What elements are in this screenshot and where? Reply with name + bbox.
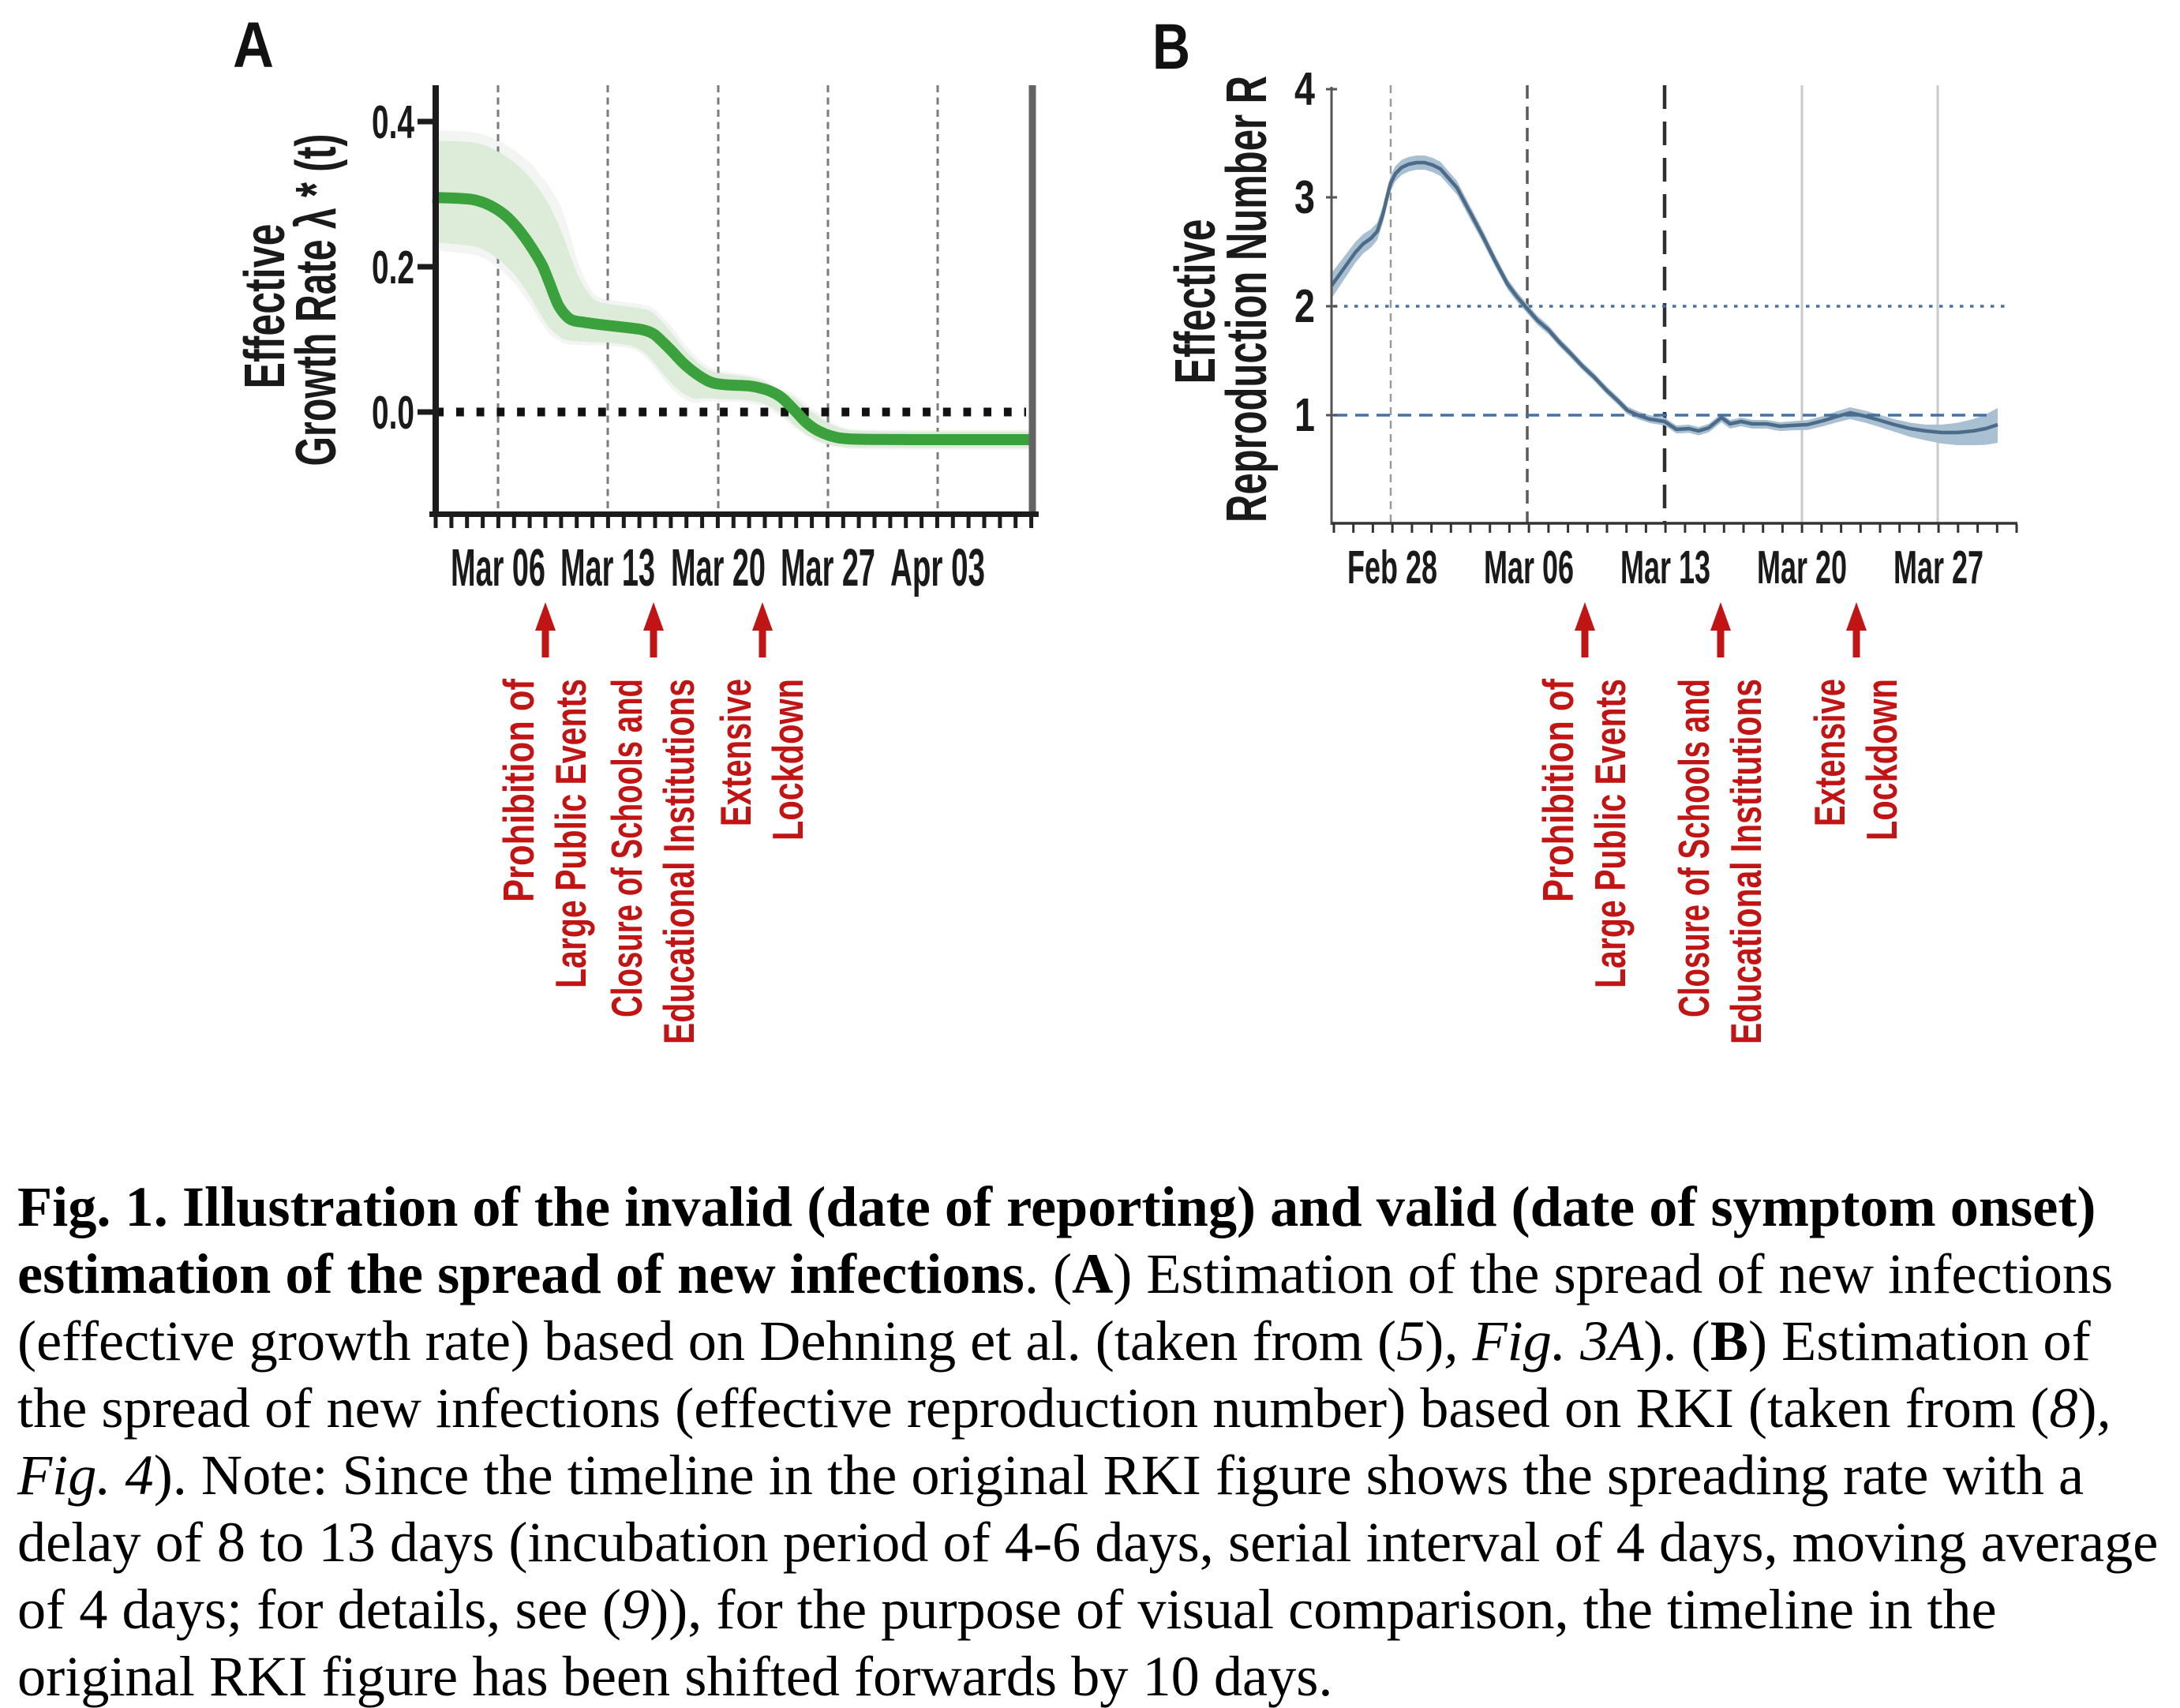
svg-text:Mar 27: Mar 27 — [781, 538, 875, 597]
svg-text:Prohibition of: Prohibition of — [494, 678, 543, 902]
svg-text:3: 3 — [1294, 171, 1315, 223]
svg-text:Lockdown: Lockdown — [763, 679, 812, 841]
svg-text:Large Public Events: Large Public Events — [546, 679, 595, 988]
svg-text:Extensive: Extensive — [1805, 679, 1854, 826]
svg-text:Educational Institutions: Educational Institutions — [654, 679, 703, 1044]
svg-text:Prohibition of: Prohibition of — [1534, 678, 1583, 902]
svg-text:A: A — [233, 9, 274, 81]
svg-text:0.4: 0.4 — [372, 96, 414, 148]
svg-text:Feb 28: Feb 28 — [1347, 541, 1437, 594]
svg-text:Mar 13: Mar 13 — [1620, 541, 1710, 594]
svg-text:Mar 20: Mar 20 — [1757, 541, 1847, 594]
svg-text:0.2: 0.2 — [372, 242, 414, 294]
svg-text:Mar 06: Mar 06 — [1484, 541, 1574, 594]
svg-text:Mar 20: Mar 20 — [671, 538, 766, 597]
svg-text:Extensive: Extensive — [711, 679, 760, 826]
svg-text:2: 2 — [1294, 280, 1315, 332]
svg-text:Effective: Effective — [234, 224, 297, 389]
svg-text:Mar 06: Mar 06 — [451, 538, 545, 597]
svg-text:B: B — [1152, 11, 1190, 83]
svg-text:Closure of Schools and: Closure of Schools and — [602, 679, 651, 1017]
svg-text:Lockdown: Lockdown — [1857, 679, 1906, 841]
svg-text:Large Public Events: Large Public Events — [1586, 679, 1635, 988]
svg-text:Growth Rate λ * (t): Growth Rate λ * (t) — [285, 134, 348, 466]
svg-text:Mar 13: Mar 13 — [560, 538, 655, 597]
svg-text:Apr 03: Apr 03 — [890, 538, 985, 597]
svg-text:0.0: 0.0 — [372, 387, 414, 439]
svg-text:Effective: Effective — [1164, 219, 1227, 384]
svg-text:Reproduction Number R: Reproduction Number R — [1215, 76, 1279, 523]
svg-text:1: 1 — [1294, 389, 1315, 441]
svg-text:Closure of Schools and: Closure of Schools and — [1669, 679, 1718, 1017]
svg-text:Educational Institutions: Educational Institutions — [1721, 679, 1770, 1044]
svg-text:4: 4 — [1294, 63, 1315, 115]
svg-text:Mar 27: Mar 27 — [1893, 541, 1983, 594]
